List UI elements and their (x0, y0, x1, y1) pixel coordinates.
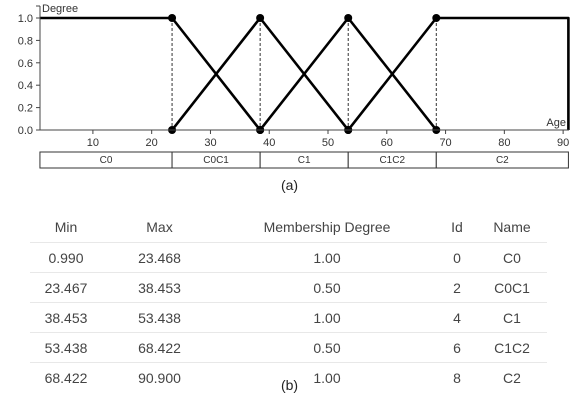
header-name: Name (493, 219, 531, 235)
membership-table: Min Max Membership Degree Id Name 0.990 … (30, 212, 547, 392)
y-tick-label: 1.0 (18, 13, 33, 25)
y-tick-label: 0.2 (18, 103, 33, 115)
cell-name: C2 (477, 362, 547, 392)
data-point (168, 14, 177, 22)
cell-id: 4 (437, 302, 477, 333)
cell-degree: 1.00 (217, 242, 437, 273)
header-max: Max (146, 219, 173, 235)
cell-name: C0C1 (477, 272, 547, 303)
data-point (344, 14, 353, 22)
cell-degree: 0.50 (217, 272, 437, 303)
header-min: Min (54, 219, 78, 235)
cell-min: 23.467 (30, 272, 102, 303)
y-tick-label: 0.8 (18, 35, 33, 47)
x-tick-label: 70 (439, 137, 451, 149)
y-tick-label: 0.0 (18, 125, 33, 137)
cell-degree: 1.00 (217, 302, 437, 333)
y-axis-label: Degree (42, 3, 78, 15)
cell-degree: 1.00 (217, 362, 437, 392)
cell-min: 0.990 (30, 242, 102, 273)
cell-degree: 0.50 (217, 332, 437, 363)
table-row: 68.422 90.900 1.00 8 C2 (30, 362, 547, 392)
caption-b: (b) (280, 377, 299, 393)
x-tick-label: 50 (322, 137, 334, 149)
cell-id: 8 (437, 362, 477, 392)
header-membership-degree: Membership Degree (263, 219, 391, 235)
x-tick-label: 80 (498, 137, 510, 149)
cell-max: 38.453 (102, 272, 217, 303)
table-header-row: Min Max Membership Degree Id Name (30, 212, 547, 243)
cell-min: 53.438 (30, 332, 102, 363)
data-point (432, 14, 441, 22)
cell-max: 90.900 (102, 362, 217, 392)
cell-min: 38.453 (30, 302, 102, 333)
x-tick-label: 60 (381, 137, 393, 149)
series-line-c2 (347, 16, 570, 131)
y-tick-label: 0.4 (18, 80, 33, 92)
membership-chart: 0.0 0.2 0.4 0.6 0.8 1.0 10 20 30 40 50 60 70 80 90 Degr… (18, 3, 570, 169)
x-tick-label: 30 (204, 137, 216, 149)
table-row: 53.438 68.422 0.50 6 C1C2 (30, 332, 547, 363)
segment-label: C1C2 (379, 155, 405, 166)
segment-label: C1 (298, 155, 311, 166)
cell-name: C1 (477, 302, 547, 333)
x-tick-label: 10 (87, 137, 99, 149)
x-axis-label: Age (546, 117, 566, 129)
cell-id: 6 (437, 332, 477, 363)
y-tick-label: 0.6 (18, 58, 33, 70)
cell-max: 23.468 (102, 242, 217, 273)
x-tick-label: 90 (557, 137, 569, 149)
series-line-c0 (39, 16, 262, 131)
segment-label: C0C1 (203, 155, 229, 166)
data-point (256, 14, 265, 22)
table-row: 23.467 38.453 0.50 2 C0C1 (30, 272, 547, 303)
segment-label: C0 (100, 155, 113, 166)
cell-min: 68.422 (30, 362, 102, 392)
x-tick-label: 20 (146, 137, 158, 149)
cell-name: C0 (477, 242, 547, 273)
cell-id: 0 (437, 242, 477, 273)
cell-max: 68.422 (102, 332, 217, 363)
x-tick-label: 40 (263, 137, 275, 149)
cell-max: 53.438 (102, 302, 217, 333)
cell-name: C1C2 (477, 332, 547, 363)
cell-id: 2 (437, 272, 477, 303)
segment-label: C2 (496, 155, 509, 166)
table-row: 0.990 23.468 1.00 0 C0 (30, 242, 547, 273)
segment-box-c2 (435, 151, 569, 169)
caption-a: (a) (280, 177, 299, 193)
table-row: 38.453 53.438 1.00 4 C1 (30, 302, 547, 333)
header-id: Id (451, 219, 463, 235)
